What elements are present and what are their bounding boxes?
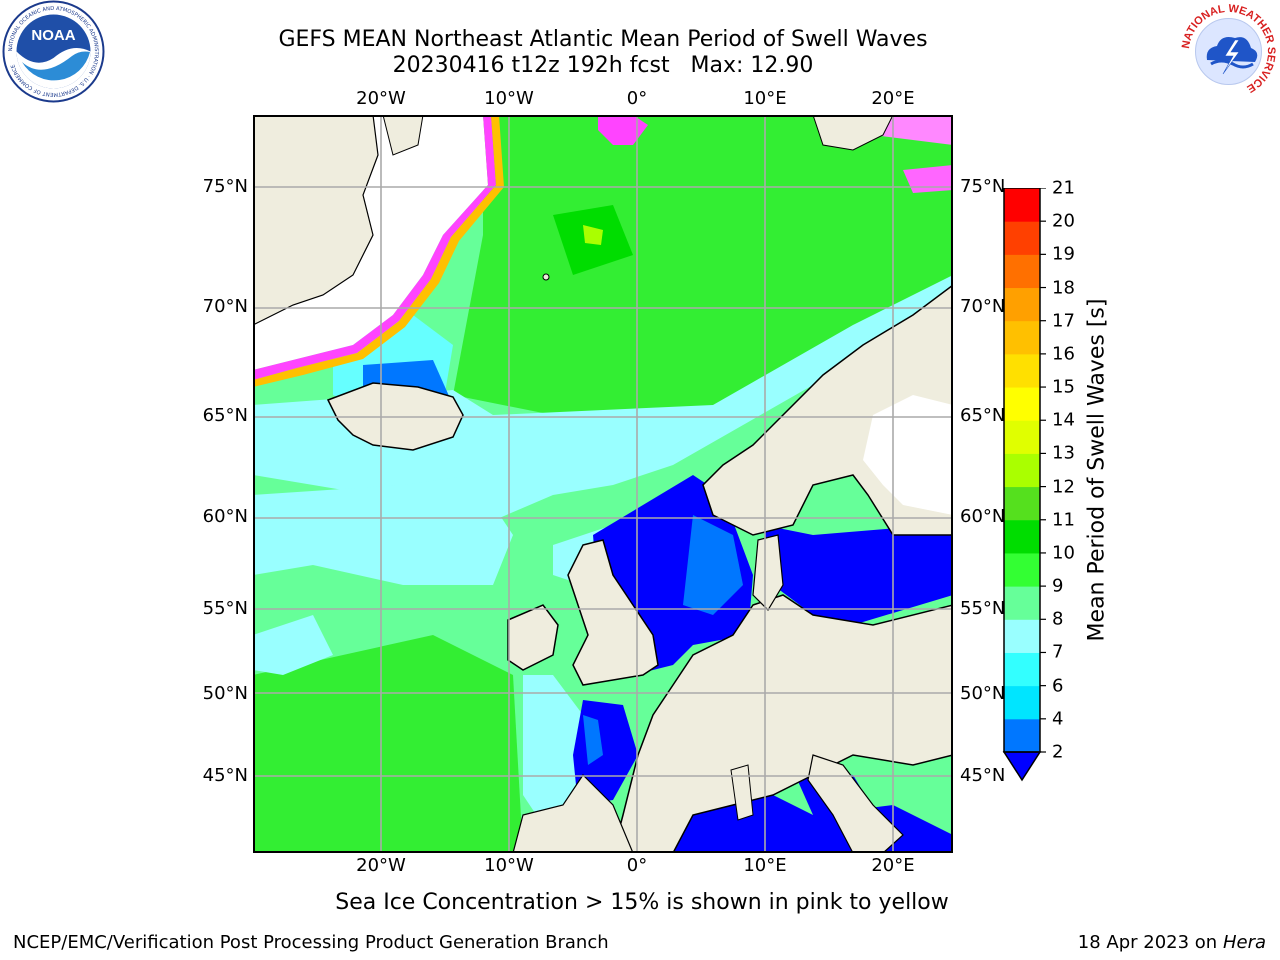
gulf-of-bothnia	[863, 395, 953, 515]
denmark	[752, 534, 784, 611]
colorbar-segment	[1004, 353, 1040, 388]
colorbar-tick-label: 20	[1052, 210, 1075, 232]
colorbar-segment	[1004, 387, 1040, 421]
lat-label-right: 75°N	[960, 176, 1006, 197]
colorbar-label: Mean Period of Swell Waves [s]	[1084, 298, 1110, 642]
iberia	[512, 774, 634, 853]
lon-label-top: 20°E	[871, 88, 915, 109]
colorbar-segment	[1004, 188, 1040, 222]
lat-label-right: 70°N	[960, 296, 1006, 317]
graticule	[253, 115, 953, 853]
swell-zone-2s	[763, 525, 953, 625]
colorbar-segment	[1004, 287, 1040, 322]
colorbar-segment	[1004, 619, 1040, 653]
swell-zone-8s	[253, 275, 953, 525]
colorbar-extend-arrow	[1002, 751, 1042, 782]
colorbar-tick-label: 17	[1052, 310, 1075, 332]
colorbar-segment	[1004, 320, 1040, 355]
lon-label-top: 10°E	[743, 88, 787, 109]
lat-label-left: 55°N	[202, 598, 248, 619]
colorbar-segment	[1004, 552, 1040, 587]
sea-ice-note: Sea Ice Concentration > 15% is shown in …	[335, 890, 949, 915]
great-britain	[567, 539, 659, 686]
colorbar-tick-label: 14	[1052, 409, 1075, 431]
colorbar-tick-label: 19	[1052, 243, 1075, 265]
colorbar-tick-label: 13	[1052, 442, 1075, 464]
continental-europe	[612, 594, 953, 853]
colorbar-tick-label: 8	[1052, 608, 1064, 630]
colorbar-tick-label: 9	[1052, 575, 1064, 597]
swell-zone-8s	[253, 475, 513, 585]
lon-label-bottom: 10°W	[484, 855, 534, 876]
lat-label-right: 60°N	[960, 506, 1006, 527]
colorbar-tick-label: 7	[1052, 641, 1064, 663]
map-subtitle: 20230416 t12z 192h fcst Max: 12.90	[392, 53, 814, 78]
noaa-logo: NOAA NATIONAL OCEANIC AND ATMOSPHERIC AD…	[2, 0, 105, 103]
colorbar-tick-label: 15	[1052, 376, 1075, 398]
nws-logo: NATIONAL WEATHER SERVICE	[1178, 1, 1279, 102]
map-frame	[253, 115, 953, 853]
colorbar-segment	[1004, 254, 1040, 289]
lat-label-right: 50°N	[960, 683, 1006, 704]
colorbar	[1002, 188, 1046, 782]
greenland	[253, 115, 379, 326]
colorbar-segment	[1004, 718, 1040, 753]
colorbar-segment	[1004, 221, 1040, 255]
footer-host: Hera	[1222, 932, 1266, 953]
footer-date-text: 18 Apr 2023 on	[1077, 932, 1223, 953]
colorbar-tick-label: 10	[1052, 542, 1075, 564]
footer-credit: NCEP/EMC/Verification Post Processing Pr…	[13, 932, 609, 953]
lon-label-bottom: 20°W	[356, 855, 406, 876]
lat-label-right: 65°N	[960, 405, 1006, 426]
colorbar-segment	[1004, 586, 1040, 620]
ireland	[507, 604, 559, 671]
colorbar-segment	[1004, 685, 1040, 720]
colorbar-tick-label: 4	[1052, 708, 1064, 730]
colorbar-tick-label: 11	[1052, 509, 1075, 531]
lat-label-right: 55°N	[960, 598, 1006, 619]
colorbar-tick-label: 21	[1052, 177, 1075, 199]
lon-label-top: 0°	[626, 88, 648, 109]
lon-label-bottom: 0°	[626, 855, 648, 876]
colorbar-segment	[1004, 486, 1040, 521]
lat-label-right: 45°N	[960, 765, 1006, 786]
italy	[807, 754, 904, 853]
lat-label-left: 45°N	[202, 765, 248, 786]
colorbar-segment	[1004, 453, 1040, 488]
lon-label-bottom: 10°E	[743, 855, 787, 876]
svalbard	[812, 115, 894, 151]
colorbar-frame	[1003, 188, 1041, 753]
colorbar-tick-label: 16	[1052, 343, 1075, 365]
lat-label-left: 65°N	[202, 405, 248, 426]
colorbar-tick-label: 18	[1052, 277, 1075, 299]
map-title: GEFS MEAN Northeast Atlantic Mean Period…	[278, 27, 928, 52]
swell-period-map	[253, 115, 953, 853]
lat-label-left: 75°N	[202, 176, 248, 197]
lat-label-left: 60°N	[202, 506, 248, 527]
colorbar-segment	[1004, 519, 1040, 554]
colorbar-tick-label: 12	[1052, 476, 1075, 498]
colorbar-tick-label: 6	[1052, 675, 1064, 697]
swell-zone-11s	[253, 635, 523, 853]
noaa-logo-text: NOAA	[31, 27, 75, 44]
colorbar-tick-label: 2	[1052, 741, 1064, 763]
lat-label-left: 70°N	[202, 296, 248, 317]
colorbar-segment	[1004, 652, 1040, 687]
colorbar-segment	[1004, 420, 1040, 454]
lon-label-top: 10°W	[484, 88, 534, 109]
lon-label-top: 20°W	[356, 88, 406, 109]
lat-label-left: 50°N	[202, 683, 248, 704]
lon-label-bottom: 20°E	[871, 855, 915, 876]
footer-date: 18 Apr 2023 on Hera	[1078, 932, 1266, 953]
